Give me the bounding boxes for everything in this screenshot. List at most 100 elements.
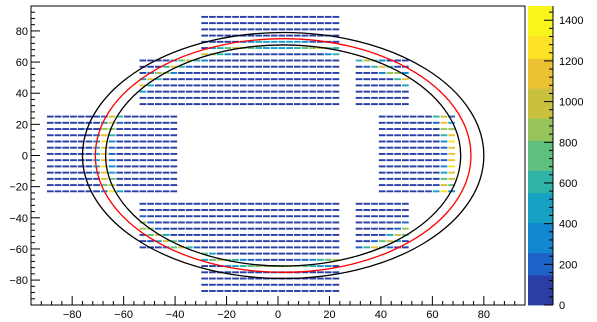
heatmap-cell [402, 233, 409, 236]
heatmap-cell [263, 28, 270, 31]
heatmap-cell [263, 233, 270, 236]
heatmap-cell [162, 184, 170, 187]
heatmap-cell [139, 96, 147, 99]
heatmap-cell [139, 215, 147, 218]
heatmap-cell [247, 227, 255, 230]
heatmap-cell [355, 209, 363, 211]
heatmap-cell [309, 96, 317, 99]
heatmap-cell [216, 209, 224, 211]
heatmap-cell [255, 15, 263, 18]
y-tick-label: −40 [9, 213, 28, 225]
heatmap-cell [255, 22, 263, 25]
heatmap-cell [139, 184, 147, 187]
heatmap-cell [270, 233, 278, 236]
heatmap-cell [224, 72, 232, 74]
heatmap-cell [178, 233, 185, 236]
heatmap-cell [309, 78, 317, 81]
heatmap-cell [193, 240, 201, 243]
heatmap-cell [293, 283, 301, 286]
heatmap-cell [162, 165, 170, 168]
heatmap-cell [100, 177, 108, 180]
heatmap-cell [62, 171, 70, 174]
heatmap-cell [363, 65, 371, 68]
colorbar-segment [528, 192, 553, 201]
heatmap-cell [46, 134, 54, 137]
heatmap-cell [178, 227, 185, 230]
heatmap-cell [394, 140, 401, 143]
colorbar-segment [528, 245, 553, 254]
heatmap-cell [432, 121, 440, 124]
heatmap-cell [402, 177, 409, 180]
heatmap-cell [309, 240, 317, 243]
heatmap-cell [386, 72, 394, 74]
heatmap-cell [355, 233, 363, 236]
heatmap-cell [147, 177, 154, 180]
heatmap-cell [432, 190, 440, 193]
heatmap-cell [255, 65, 263, 68]
heatmap-cell [286, 22, 293, 25]
heatmap-cell [77, 146, 85, 149]
heatmap-cell [371, 96, 378, 99]
heatmap-cell [386, 221, 394, 224]
heatmap-cell [85, 121, 93, 124]
heatmap-cell [216, 28, 224, 31]
heatmap-cell [108, 152, 116, 155]
heatmap-cell [247, 271, 255, 274]
heatmap-cell [301, 78, 309, 81]
heatmap-cell [332, 96, 340, 99]
heatmap-cell [232, 96, 239, 99]
heatmap-cell [332, 227, 340, 230]
colorbar-segment [528, 222, 553, 231]
heatmap-cell [394, 215, 401, 218]
heatmap-cell [425, 134, 432, 137]
heatmap-cell [270, 72, 278, 74]
heatmap-cell [155, 65, 162, 68]
heatmap-cell [386, 121, 394, 124]
heatmap-cell [286, 202, 293, 205]
colorbar-segment [528, 282, 553, 291]
heatmap-cell [139, 134, 147, 137]
heatmap-cell [324, 28, 332, 31]
heatmap-cell [263, 252, 270, 255]
heatmap-cell [270, 65, 278, 68]
heatmap-cell [286, 246, 293, 249]
heatmap-cell [432, 140, 440, 143]
heatmap-cell [155, 227, 162, 230]
fit-ellipse [81, 31, 485, 280]
heatmap-cell [286, 283, 293, 286]
heatmap-cell [224, 258, 232, 261]
heatmap-cell [255, 202, 263, 205]
heatmap-cell [286, 252, 293, 255]
heatmap-cell [70, 128, 77, 130]
heatmap-cell [232, 227, 239, 230]
heatmap-cell [239, 246, 247, 249]
heatmap-cell [448, 159, 456, 162]
heatmap-cell [270, 215, 278, 218]
heatmap-cell [255, 28, 263, 31]
heatmap-cell [324, 271, 332, 274]
heatmap-cell [286, 227, 293, 230]
heatmap-cell [278, 221, 286, 224]
heatmap-cell [77, 140, 85, 143]
heatmap-cell [178, 246, 185, 249]
heatmap-cell [209, 59, 216, 62]
heatmap-cell [108, 121, 116, 124]
heatmap-cell [378, 96, 386, 99]
heatmap-cell [402, 121, 409, 124]
heatmap-cell [255, 96, 263, 99]
heatmap-cell [62, 184, 70, 187]
heatmap-cell [317, 34, 324, 37]
heatmap-cell [402, 59, 409, 62]
heatmap-cell [286, 59, 293, 62]
heatmap-cell [317, 265, 324, 268]
heatmap-cell [131, 152, 139, 155]
heatmap-cell [139, 140, 147, 143]
heatmap-cell [155, 59, 162, 62]
heatmap-cell [293, 221, 301, 224]
heatmap-cell [155, 246, 162, 249]
heatmap-cell [93, 190, 100, 193]
heatmap-cell [332, 265, 340, 268]
heatmap-cell [46, 165, 54, 168]
heatmap-cell [440, 115, 448, 118]
heatmap-cell [324, 233, 332, 236]
